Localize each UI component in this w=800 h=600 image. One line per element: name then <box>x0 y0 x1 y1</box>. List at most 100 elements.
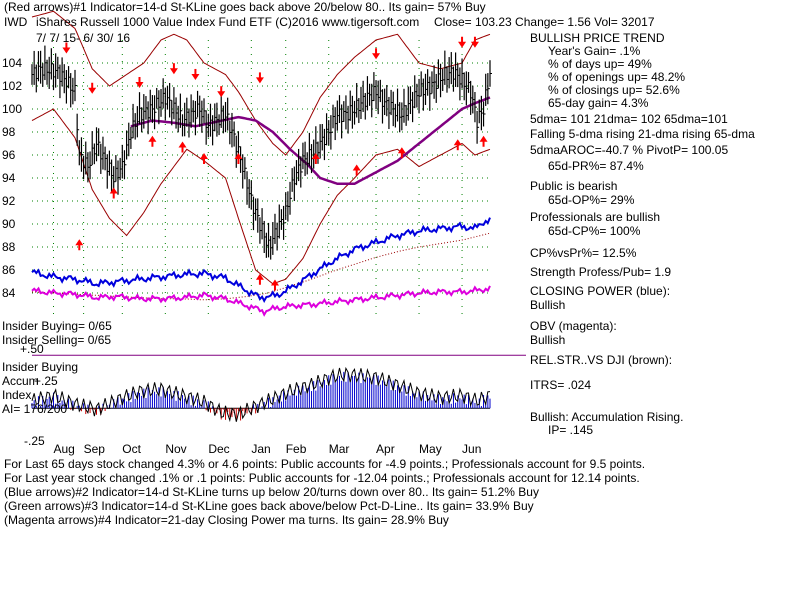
indicator-lines <box>31 96 491 317</box>
sell-arrow-icon <box>169 68 178 75</box>
sell-arrow-icon <box>135 82 144 88</box>
cpvspr-line: CP%vsPr%= 12.5% <box>530 246 637 260</box>
month-label-jan: Jan <box>251 442 270 456</box>
sell-arrow-icon <box>255 77 264 84</box>
pr-line: 65d-PR%= 87.4% <box>548 159 644 173</box>
obv-status: Bullish <box>530 333 566 347</box>
sell-arrow-icon <box>191 73 200 80</box>
insider-buying: Insider Buying= 0/65 <box>2 319 112 333</box>
bollinger-bands <box>31 10 491 285</box>
dma-trend: Falling 5-dma rising 21-dma rising 65-dm… <box>530 127 755 141</box>
buy-arrow-icon <box>270 279 279 286</box>
quote-line: Close= 103.23 Change= 1.56 Vol= 32017 <box>434 15 655 29</box>
y-tick-90: 90 <box>2 217 16 231</box>
month-label-dec: Dec <box>208 442 229 456</box>
sell-arrow-icon <box>62 47 71 54</box>
buy-arrow-icon <box>479 135 488 142</box>
y-tick-84: 84 <box>2 286 16 300</box>
ai-line <box>31 366 491 423</box>
y-tick-92: 92 <box>2 194 16 208</box>
accumulation-index-panel <box>31 354 526 423</box>
month-label-aug: Aug <box>54 442 75 456</box>
buy-arrow-icon <box>234 153 243 159</box>
sell-arrow-icon <box>372 53 381 60</box>
closing-power-line <box>31 217 491 304</box>
fund-name: iShares Russell 1000 Value Index Fund ET… <box>36 15 420 29</box>
cp-line: 65d-CP%= 100% <box>548 224 641 238</box>
y-tick-94: 94 <box>2 171 16 185</box>
buy-arrow-icon <box>397 147 406 154</box>
dma-line: 5dma= 101 21dma= 102 65dma=101 <box>530 112 728 126</box>
buy-arrow-icon <box>352 164 361 171</box>
month-label-mar: Mar <box>329 442 350 456</box>
buy-arrow-icon <box>453 139 462 146</box>
footer-line3: (Blue arrows)#2 Indicator=14-d St-KLine … <box>4 485 539 499</box>
footer-line5: (Magenta arrows)#4 Indicator=21-day Clos… <box>4 513 449 527</box>
aroc-line: 5dmaAROC=-40.7 % PivotP= 100.05 <box>530 143 729 157</box>
y-tick-100: 100 <box>2 102 22 116</box>
ai-minus25: -.25 <box>24 434 45 448</box>
ticker: IWD <box>4 15 28 29</box>
ai-plus50: +.50 <box>20 342 44 356</box>
itrs-line: ITRS= .024 <box>530 378 592 392</box>
insider-buying-label: Insider Buying <box>2 360 79 374</box>
pct-days-up: % of days up= 49% <box>548 57 652 71</box>
accum-line: Bullish: Accumulation Rising. <box>530 410 684 424</box>
accum-label: Accum <box>2 374 39 388</box>
price-axis-ticks: 84 86 88 90 92 94 96 98 100 102 104 <box>2 56 22 300</box>
header-line1: (Red arrows)#1 Indicator=14-d St-KLine g… <box>4 0 486 14</box>
ai-value: AI= 176/200 <box>2 402 68 416</box>
y-tick-88: 88 <box>2 240 16 254</box>
insider-selling: Insider Selling= 0/65 <box>2 333 112 347</box>
month-label-may: May <box>419 442 442 456</box>
footer-line2: For Last year stock changed .1% or .1 po… <box>4 471 640 485</box>
footer-line1: For Last 65 days stock changed 4.3% or 4… <box>4 457 646 471</box>
op-line: 65d-OP%= 29% <box>548 193 635 207</box>
sell-arrow-icon <box>88 87 97 94</box>
pct-closings-up: % of closings up= 52.6% <box>548 83 680 97</box>
buy-arrow-icon <box>255 273 264 280</box>
lower-band <box>31 108 491 285</box>
month-axis: Aug Sep Oct Nov Dec Jan Feb Mar Apr May Jun <box>54 442 482 456</box>
ai-plus25: +.25 <box>34 374 58 388</box>
date-range: 7/ 7/ 15- 6/ 30/ 16 <box>36 31 131 45</box>
professionals-line: Professionals are bullish <box>530 210 661 224</box>
buy-arrow-icon <box>109 187 118 194</box>
y-tick-102: 102 <box>2 79 22 93</box>
gain-65: 65-day gain= 4.3% <box>548 96 649 110</box>
month-label-sep: Sep <box>84 442 106 456</box>
buy-arrow-icon <box>148 135 157 142</box>
buy-arrow-icon <box>75 239 84 246</box>
y-tick-104: 104 <box>2 56 22 70</box>
month-label-oct: Oct <box>122 442 141 456</box>
upper-band <box>31 10 491 156</box>
sell-arrow-icon <box>217 91 226 98</box>
relstr-label: REL.STR..VS DJI (brown): <box>530 353 673 367</box>
month-label-feb: Feb <box>286 442 307 456</box>
pct-openings-up: % of openings up= 48.2% <box>548 70 686 84</box>
ip-line: IP= .145 <box>548 423 594 437</box>
month-label-apr: Apr <box>376 442 395 456</box>
obv-line <box>31 285 491 317</box>
closing-power-status: Bullish <box>530 298 566 312</box>
buy-arrow-icon <box>200 153 209 159</box>
y-tick-86: 86 <box>2 263 16 277</box>
obv-label: OBV (magenta): <box>530 319 617 333</box>
month-label-nov: Nov <box>165 442 186 456</box>
strength-line: Strength Profess/Pub= 1.9 <box>530 265 672 279</box>
bullish-trend: BULLISH PRICE TREND <box>530 31 665 45</box>
buy-arrow-icon <box>178 141 187 148</box>
footer-line4: (Green arrows)#3 Indicator=14-d St-KLine… <box>4 499 534 513</box>
years-gain: Year's Gain= .1% <box>548 44 641 58</box>
rel-str-line <box>31 232 491 301</box>
y-tick-98: 98 <box>2 125 16 139</box>
sell-arrow-icon <box>470 41 479 48</box>
y-tick-96: 96 <box>2 148 16 162</box>
signal-arrows <box>62 36 488 291</box>
closing-power-label: CLOSING POWER (blue): <box>530 284 671 298</box>
sell-arrow-icon <box>458 41 467 48</box>
index-label: Index <box>2 388 32 402</box>
price-bars <box>31 45 492 260</box>
public-line: Public is bearish <box>530 179 618 193</box>
